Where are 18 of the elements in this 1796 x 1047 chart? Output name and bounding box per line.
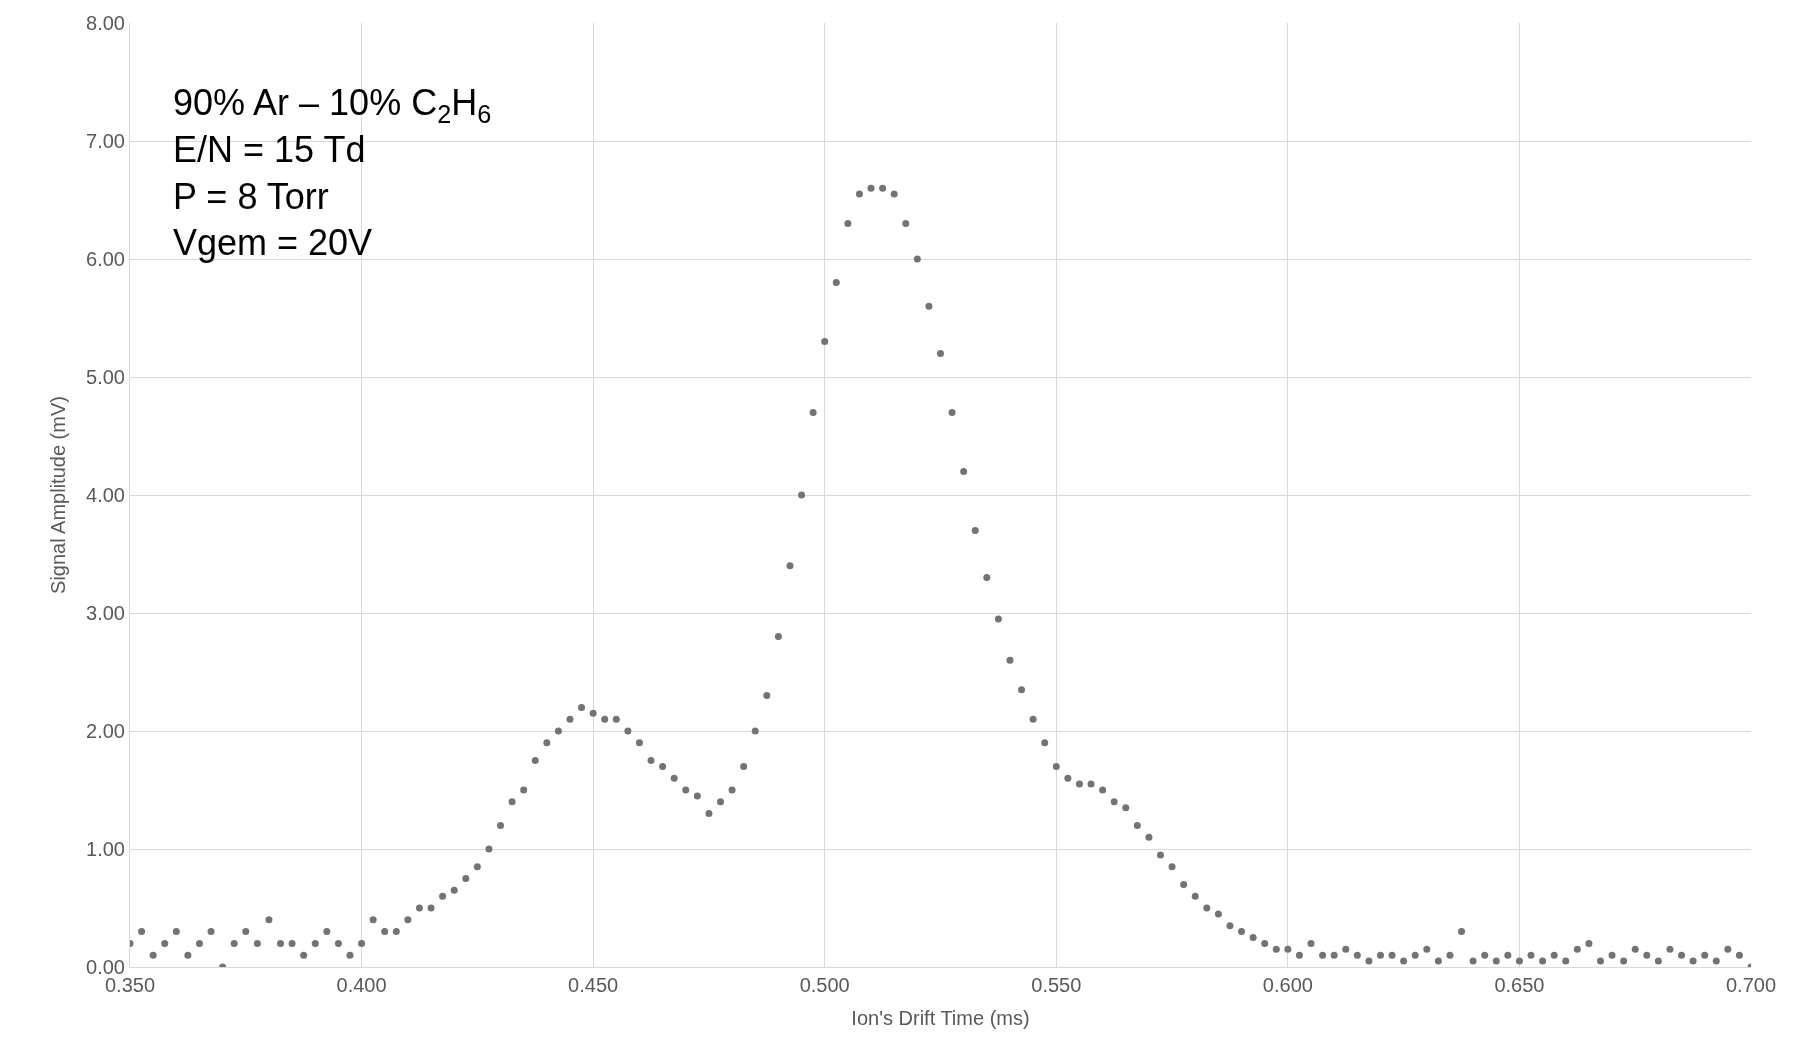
text: 90% Ar – 10% C$_{2}$H$_{6}$ E/N = 15 Td P = 8 Torr Vgem = 20V xyxy=(173,82,492,264)
y-tick-label: 6.00 xyxy=(86,248,125,270)
y-tick-label: 2.00 xyxy=(86,720,125,742)
y-tick-label: 7.00 xyxy=(86,130,125,152)
x-tick-label: 0.700 xyxy=(1725,974,1777,996)
y-tick-label: 8.00 xyxy=(86,12,125,34)
y-tick-label: 5.00 xyxy=(86,366,125,388)
y-tick-label: 1.00 xyxy=(86,838,125,860)
x-tick-label: 0.450 xyxy=(568,974,619,996)
y-tick-label: 4.00 xyxy=(86,484,125,506)
x-tick-label: 0.550 xyxy=(1031,974,1082,996)
y-tick-label: 3.00 xyxy=(86,602,125,624)
x-axis-title: Ion's Drift Time (ms) xyxy=(851,1006,1030,1029)
x-tick-label: 0.500 xyxy=(799,974,850,996)
x-tick-label: 0.650 xyxy=(1494,974,1545,996)
x-tick-label: 0.400 xyxy=(336,974,387,996)
x-tick-label: 0.600 xyxy=(1262,974,1313,996)
y-axis-title: Signal Amplitude (mV) xyxy=(46,396,69,594)
